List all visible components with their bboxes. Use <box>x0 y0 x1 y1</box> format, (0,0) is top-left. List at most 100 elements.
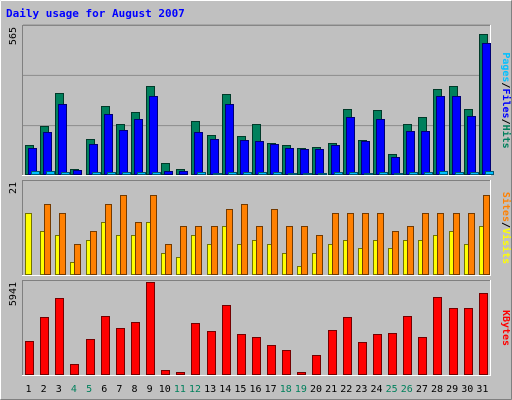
bar-files-day-7 <box>119 130 128 175</box>
x-tick-label-6: 6 <box>101 384 107 395</box>
bar-pages-day-8 <box>137 172 146 175</box>
bar-files-day-16 <box>255 141 264 175</box>
bar-files-day-31 <box>482 43 491 175</box>
x-tick-label-19: 19 <box>295 384 307 395</box>
panel-max-label: 5941 <box>8 282 19 306</box>
bar-kbytes-day-22 <box>343 317 352 375</box>
bar-files-day-20 <box>315 149 324 175</box>
panel-legend: Pages/Files/Hits <box>500 52 512 148</box>
legend-kbytes: KBytes <box>500 310 511 346</box>
bar-sites-day-26 <box>407 226 414 275</box>
bar-files-day-9 <box>149 96 158 175</box>
bar-pages-day-29 <box>455 172 464 175</box>
x-tick-label-5: 5 <box>86 384 92 395</box>
bar-files-day-11 <box>179 171 188 175</box>
x-tick-label-20: 20 <box>310 384 322 395</box>
bar-sites-day-21 <box>332 213 339 275</box>
x-tick-label-13: 13 <box>204 384 216 395</box>
x-tick-label-11: 11 <box>174 384 186 395</box>
bar-kbytes-day-28 <box>433 297 442 375</box>
x-tick-label-27: 27 <box>416 384 428 395</box>
x-tick-label-17: 17 <box>265 384 277 395</box>
bar-pages-day-5 <box>92 172 101 175</box>
bar-pages-day-3 <box>61 172 70 175</box>
bar-pages-day-9 <box>152 172 161 175</box>
bar-files-day-13 <box>210 139 219 175</box>
bar-pages-day-7 <box>122 172 131 175</box>
bar-kbytes-day-24 <box>373 334 382 375</box>
bar-pages-day-19 <box>303 173 312 175</box>
x-tick-label-22: 22 <box>340 384 352 395</box>
bar-files-day-28 <box>436 96 445 175</box>
legend-separator: / <box>500 222 511 228</box>
x-tick-label-23: 23 <box>355 384 367 395</box>
bar-sites-day-15 <box>241 204 248 275</box>
x-tick-label-18: 18 <box>280 384 292 395</box>
bar-files-day-23 <box>361 141 370 175</box>
x-tick-label-16: 16 <box>249 384 261 395</box>
bar-pages-day-20 <box>318 173 327 175</box>
bar-pages-day-25 <box>394 173 403 175</box>
bar-sites-day-16 <box>256 226 263 275</box>
bar-files-day-6 <box>104 114 113 175</box>
bar-pages-day-24 <box>379 172 388 175</box>
bar-files-day-26 <box>406 131 415 175</box>
bar-sites-day-3 <box>59 213 66 275</box>
bar-files-day-22 <box>346 117 355 175</box>
bar-files-day-8 <box>134 119 143 175</box>
bar-files-day-30 <box>467 116 476 175</box>
bar-files-day-21 <box>331 145 340 175</box>
bar-kbytes-day-6 <box>101 316 110 375</box>
legend-hits: Hits <box>500 125 512 149</box>
bar-files-day-3 <box>58 104 67 175</box>
bar-kbytes-day-23 <box>358 342 367 375</box>
bar-sites-day-18 <box>286 226 293 275</box>
legend-separator: / <box>500 119 511 125</box>
bar-pages-day-28 <box>439 171 448 175</box>
bar-files-day-10 <box>164 171 173 175</box>
panel-max-label: 565 <box>8 27 19 45</box>
bar-pages-day-31 <box>485 171 494 175</box>
bar-kbytes-day-12 <box>191 323 200 375</box>
bar-pages-day-1 <box>31 171 40 175</box>
bar-sites-day-7 <box>120 195 127 275</box>
panel-legend: Sites/Visits <box>500 192 512 264</box>
x-tick-label-12: 12 <box>189 384 201 395</box>
x-tick-label-4: 4 <box>71 384 77 395</box>
bar-pages-day-23 <box>364 173 373 175</box>
bar-sites-day-13 <box>211 226 218 275</box>
bar-sites-day-8 <box>135 222 142 275</box>
bar-sites-day-4 <box>74 244 81 275</box>
bar-kbytes-day-30 <box>464 308 473 375</box>
bar-kbytes-day-25 <box>388 333 397 375</box>
bar-pages-day-21 <box>334 172 343 175</box>
bar-pages-day-22 <box>349 172 358 175</box>
bar-sites-day-11 <box>180 226 187 275</box>
bar-files-day-18 <box>285 148 294 175</box>
x-tick-label-8: 8 <box>131 384 137 395</box>
x-tick-label-10: 10 <box>159 384 171 395</box>
bar-sites-day-5 <box>90 231 97 275</box>
bar-pages-day-2 <box>46 171 55 175</box>
bar-kbytes-day-11 <box>176 372 185 375</box>
bar-kbytes-day-5 <box>86 339 95 375</box>
bar-sites-day-2 <box>44 204 51 275</box>
panel-legend: KBytes <box>500 310 511 346</box>
legend-visits: Visits <box>500 228 512 264</box>
bar-pages-day-6 <box>107 172 116 175</box>
x-tick-label-30: 30 <box>461 384 473 395</box>
chart-title: Daily usage for August 2007 <box>6 7 185 20</box>
bar-sites-day-22 <box>347 213 354 275</box>
bar-files-day-4 <box>73 170 82 175</box>
bar-pages-day-15 <box>243 172 252 175</box>
bar-kbytes-day-13 <box>207 331 216 375</box>
legend-pages: Pages <box>500 52 511 82</box>
x-tick-label-21: 21 <box>325 384 337 395</box>
bar-sites-day-6 <box>105 204 112 275</box>
bar-sites-day-27 <box>422 213 429 275</box>
bar-files-day-12 <box>194 132 203 175</box>
bar-files-day-2 <box>43 132 52 175</box>
x-tick-label-25: 25 <box>386 384 398 395</box>
bar-kbytes-day-18 <box>282 350 291 375</box>
